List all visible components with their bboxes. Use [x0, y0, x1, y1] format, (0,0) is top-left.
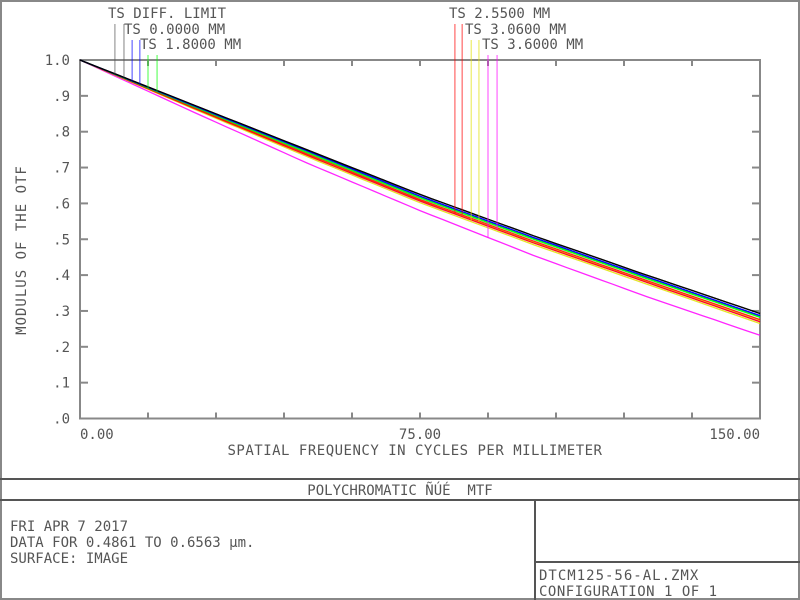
- x-tick-label: 150.00: [709, 427, 760, 443]
- legend-label: TS 1.8000 MM: [140, 37, 241, 53]
- x-tick-label: 0.00: [80, 427, 114, 443]
- y-axis-label: MODULUS OF THE OTF: [14, 165, 30, 335]
- chart-title: POLYCHROMATIC ÑÚÉ MTF: [307, 481, 492, 499]
- y-tick-label: .8: [53, 125, 70, 141]
- y-tick-label: .1: [53, 376, 70, 392]
- legend-label: TS DIFF. LIMIT: [108, 6, 227, 22]
- x-tick-labels: 0.00 75.00 150.00: [80, 427, 760, 443]
- y-tick-label: .6: [53, 196, 70, 212]
- y-tick-label: .4: [53, 268, 70, 284]
- x-axis-label: SPATIAL FREQUENCY IN CYCLES PER MILLIMET…: [227, 443, 602, 459]
- mtf-curve-T: [79, 59, 761, 317]
- plot-axes: [79, 59, 761, 420]
- legend-label: TS 3.0600 MM: [465, 22, 566, 38]
- legend-markers: [114, 24, 498, 238]
- date-text: FRI APR 7 2017: [10, 519, 128, 535]
- plot-frame: [79, 59, 761, 420]
- y-tick-label: .9: [53, 89, 70, 105]
- filename-text: DTCM125-56-AL.ZMX: [539, 568, 699, 584]
- y-tick-label: 1.0: [45, 53, 70, 69]
- y-tick-label: .5: [53, 232, 70, 248]
- x-tick-label: 75.00: [399, 427, 441, 443]
- mtf-curve-S: [79, 59, 761, 315]
- mtf-curve-T: [79, 59, 761, 319]
- legend-label: TS 0.0000 MM: [124, 22, 225, 38]
- y-tick-label: .2: [53, 340, 70, 356]
- mtf-curve-S: [79, 59, 761, 317]
- mtf-curve-T: [79, 59, 761, 325]
- legend-label: TS 2.5500 MM: [449, 6, 550, 22]
- mtf-curve-S: [79, 59, 761, 318]
- surface-text: SURFACE: IMAGE: [10, 551, 128, 567]
- series-group: [79, 59, 761, 336]
- wavelength-text: DATA FOR 0.4861 TO 0.6563 µm.: [10, 535, 254, 551]
- configuration-text: CONFIGURATION 1 OF 1: [539, 584, 718, 600]
- y-tick-label: .3: [53, 304, 70, 320]
- y-tick-label: .7: [53, 161, 70, 177]
- mtf-curve-T: [79, 59, 761, 323]
- y-tick-labels: 1.0 .9 .8 .7 .6 .5 .4 .3 .2 .1 .0: [45, 53, 70, 428]
- mtf-curve-T: [79, 59, 761, 336]
- legend-label: TS 3.6000 MM: [482, 37, 583, 53]
- y-tick-label: .0: [53, 412, 70, 428]
- mtf-curve-T: [79, 59, 761, 315]
